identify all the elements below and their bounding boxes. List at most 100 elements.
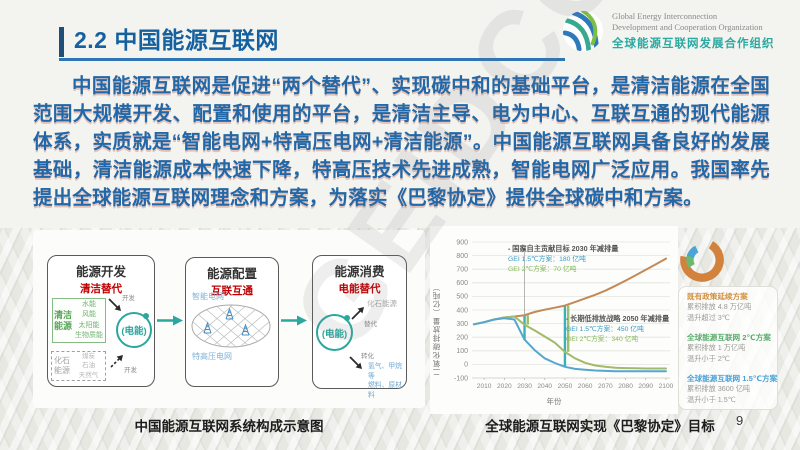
circle-dot-icon xyxy=(143,313,149,319)
chart-legend: 既有政策延续方案 累积排放 4.8 万亿吨 温升超过 3℃ 全球能源互联网 2℃… xyxy=(674,228,800,414)
grid-mesh-icon xyxy=(191,304,271,348)
box-subtitle: 清洁替代 xyxy=(80,283,122,295)
develop-arrow-icon xyxy=(108,298,121,311)
clean-item: 水能 xyxy=(82,300,96,308)
page-number: 9 xyxy=(736,413,744,428)
body-paragraph: 中国能源互联网是促进“两个替代”、实现碳中和的基础平台，是清洁能源在全国范围大规… xyxy=(33,75,770,209)
legend-line: 温升小于 1.5℃ xyxy=(687,395,736,405)
emissions-chart-svg: -100 0 100 200 300 400 500 600 700 800 900 2010 2020… xyxy=(454,239,674,390)
emissions-chart-panel: 二氧化碳排放量（亿吨） -100 0 100 200 300 400 500 600 700 80… xyxy=(430,226,678,414)
electric-energy-circle: (电能) xyxy=(316,314,353,351)
conversion-target-line: 氢气、甲烷等 xyxy=(368,363,402,380)
annotation-value-15c: GEI 1.5℃方案：180 亿吨 xyxy=(508,255,586,263)
clean-item: 风能 xyxy=(82,311,96,318)
svg-text:0: 0 xyxy=(464,362,468,369)
box-subtitle: 互联互通 xyxy=(211,285,253,297)
legend-card: 既有政策延续方案 累积排放 4.8 万亿吨 温升超过 3℃ 全球能源互联网 2℃… xyxy=(678,286,778,410)
box-title: 能源消费 xyxy=(334,265,385,279)
fossil-energy-box: 化石能源 煤炭 石油 天然气 xyxy=(51,351,106,381)
svg-text:-100: -100 xyxy=(454,375,468,382)
svg-text:600: 600 xyxy=(456,280,468,287)
box-energy-allocation: 能源配置 互联互通 智能电网 特高压电网 xyxy=(185,257,279,387)
box-energy-consumption: 能源消费 电能替代 化石能源 替代 (电能) 转化 氢气、甲烷等 燃料、原材料 xyxy=(312,255,407,399)
svg-text:400: 400 xyxy=(456,307,468,314)
annotation-value-2c: GEI 2℃方案：340 亿吨 xyxy=(566,335,639,343)
annotation-title: 长期低排放战略 2050 年减排量 xyxy=(566,314,669,325)
legend-line: 累积排放 1 万亿吨 xyxy=(687,343,746,353)
substitute-arrow-icon xyxy=(351,307,364,320)
logo-text-en-line1: Global Energy Interconnection xyxy=(612,10,718,21)
svg-text:100: 100 xyxy=(456,348,468,355)
clean-item: 生物质能 xyxy=(75,332,103,339)
svg-text:2100: 2100 xyxy=(659,383,674,390)
box-title: 能源配置 xyxy=(206,267,257,281)
annotation-2050: 长期低排放战略 2050 年减排量 GEI 1.5℃方案：450 亿吨 GEI … xyxy=(566,314,669,344)
clean-energy-items: 水能 风能 太阳能 生物质能 xyxy=(73,300,105,342)
box-title: 能源开发 xyxy=(75,265,126,279)
conversion-target-label: 氢气、甲烷等 燃料、原材料 xyxy=(368,362,406,400)
electric-energy-label: (电能) xyxy=(321,328,348,340)
fossil-item: 石油 xyxy=(82,362,95,370)
fossil-target-label: 化石能源 xyxy=(367,299,397,308)
annotation-title: 国家自主贡献目标 2030 年减排量 xyxy=(508,244,618,255)
develop-arrow-label: 开发 xyxy=(122,295,135,302)
svg-text:200: 200 xyxy=(456,335,468,342)
flow-arrow-icon xyxy=(281,315,307,326)
svg-text:500: 500 xyxy=(456,294,468,301)
svg-text:2050: 2050 xyxy=(558,383,573,390)
flow-arrow-icon xyxy=(157,315,183,326)
legend-entry-2c: 全球能源互联网 2℃方案 累积排放 1 万亿吨 温升小于 2℃ xyxy=(687,332,777,365)
svg-text:900: 900 xyxy=(456,239,468,246)
svg-text:800: 800 xyxy=(456,253,468,260)
legend-entry-15c: 全球能源互联网 1.5℃方案 累积排放 3600 亿吨 温升小于 1.5℃ xyxy=(687,373,777,406)
annotation-value-15c: GEI 1.5℃方案：450 亿吨 xyxy=(566,325,644,333)
electric-energy-label: (电能) xyxy=(121,326,147,337)
title-underline xyxy=(59,58,565,61)
page-title: 2.2 中国能源互联网 xyxy=(74,27,279,53)
annotation-2030: 国家自主贡献目标 2030 年减排量 GEI 1.5℃方案：180 亿吨 GEI… xyxy=(508,244,618,274)
clean-energy-box: 清洁能源 水能 风能 太阳能 生物质能 xyxy=(52,298,106,343)
legend-title: 既有政策延续方案 xyxy=(687,292,748,301)
develop-dashed-arrow-icon xyxy=(110,355,123,368)
svg-text:2010: 2010 xyxy=(477,383,492,390)
svg-text:2040: 2040 xyxy=(537,383,552,390)
fossil-item: 天然气 xyxy=(78,371,99,379)
smart-grid-label: 智能电网 xyxy=(192,292,224,301)
slide-background-top xyxy=(0,0,800,228)
legend-line: 温升超过 3℃ xyxy=(687,313,730,323)
box-subtitle: 电能替代 xyxy=(338,283,381,295)
globe-icon xyxy=(562,10,604,52)
title-accent-bar xyxy=(59,27,64,57)
electric-energy-circle: (电能) xyxy=(116,312,152,348)
svg-text:2080: 2080 xyxy=(618,383,633,390)
substitute-arrow-label: 替代 xyxy=(364,321,377,328)
fossil-item: 煤炭 xyxy=(82,352,95,360)
develop-arrow-label: 开发 xyxy=(124,367,137,374)
annotation-value-2c: GEI 2℃方案：70 亿吨 xyxy=(508,265,577,273)
logo-text-cn: 全球能源互联网发展合作组织 xyxy=(612,38,775,51)
svg-text:2090: 2090 xyxy=(638,383,653,390)
svg-text:2020: 2020 xyxy=(497,383,512,390)
svg-text:2030: 2030 xyxy=(517,383,532,390)
fossil-energy-label: 化石能源 xyxy=(54,356,70,375)
circle-dot-icon xyxy=(344,315,350,321)
x-axis-label: 年份 xyxy=(546,397,562,406)
cumulative-emissions-donut-icon xyxy=(680,238,724,282)
legend-line: 累积排放 3600 亿吨 xyxy=(687,384,751,394)
org-logo: Global Energy Interconnection Developmen… xyxy=(560,8,775,54)
legend-entry-baseline: 既有政策延续方案 累积排放 4.8 万亿吨 温升超过 3℃ xyxy=(687,291,777,324)
fossil-energy-items: 煤炭 石油 天然气 xyxy=(72,352,105,380)
chart-caption: 全球能源互联网实现《巴黎协定》目标 xyxy=(485,419,715,434)
legend-line: 累积排放 4.8 万亿吨 xyxy=(687,302,752,312)
pylon-icon xyxy=(203,307,250,336)
legend-line: 温升小于 2℃ xyxy=(687,354,730,364)
diagram-caption: 中国能源互联网系统构成示意图 xyxy=(134,419,324,434)
logo-text: Global Energy Interconnection Developmen… xyxy=(612,11,775,52)
box-energy-development: 能源开发 清洁替代 清洁能源 水能 风能 太阳能 生物质能 化石能源 煤炭 石油… xyxy=(47,255,155,387)
svg-text:2060: 2060 xyxy=(578,383,593,390)
clean-energy-label: 清洁能源 xyxy=(53,310,72,331)
clean-item: 太阳能 xyxy=(78,321,100,329)
system-diagram-panel: 能源开发 清洁替代 清洁能源 水能 风能 太阳能 生物质能 化石能源 煤炭 石油… xyxy=(33,230,425,408)
uhv-grid-label: 特高压电网 xyxy=(192,352,232,361)
convert-arrow-icon xyxy=(349,356,362,369)
